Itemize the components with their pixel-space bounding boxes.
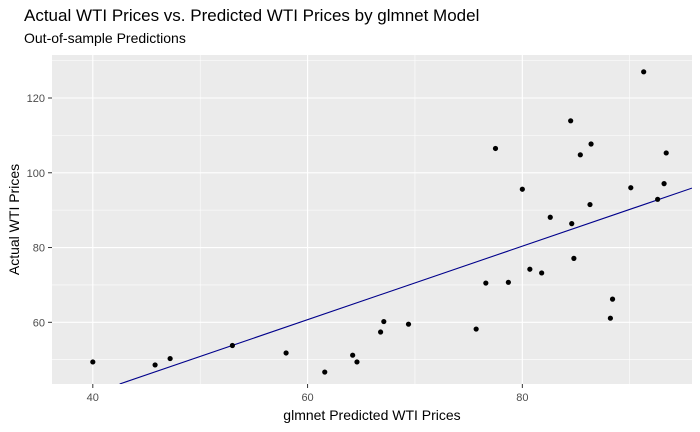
data-point <box>474 326 479 331</box>
data-point <box>283 350 288 355</box>
data-point <box>641 69 646 74</box>
y-tick-label: 80 <box>33 243 45 255</box>
data-point <box>539 270 544 275</box>
data-point <box>655 197 660 202</box>
plot-panel <box>52 55 692 384</box>
y-axis-title: Actual WTI Prices <box>6 164 22 275</box>
data-point <box>527 267 532 272</box>
data-point <box>578 152 583 157</box>
data-point <box>322 369 327 374</box>
data-point <box>548 215 553 220</box>
data-point <box>230 343 235 348</box>
data-point <box>381 319 386 324</box>
data-point <box>568 118 573 123</box>
data-point <box>152 362 157 367</box>
data-point <box>520 187 525 192</box>
x-tick-label: 80 <box>516 392 528 404</box>
data-point <box>168 356 173 361</box>
data-point <box>493 146 498 151</box>
y-tick-label: 60 <box>33 317 45 329</box>
data-point <box>350 353 355 358</box>
data-point <box>506 280 511 285</box>
data-point <box>354 359 359 364</box>
data-point <box>483 280 488 285</box>
data-point <box>608 316 613 321</box>
data-point <box>569 221 574 226</box>
data-point <box>610 297 615 302</box>
x-tick-label: 40 <box>87 392 99 404</box>
data-point <box>571 256 576 261</box>
data-point <box>588 141 593 146</box>
data-point <box>378 329 383 334</box>
data-point <box>587 202 592 207</box>
x-tick-label: 60 <box>301 392 313 404</box>
data-point <box>406 322 411 327</box>
data-point <box>90 359 95 364</box>
data-point <box>664 150 669 155</box>
x-axis-title: glmnet Predicted WTI Prices <box>283 407 460 423</box>
y-tick-label: 120 <box>27 93 45 105</box>
data-point <box>661 181 666 186</box>
data-point <box>628 185 633 190</box>
y-tick-label: 100 <box>27 168 45 180</box>
